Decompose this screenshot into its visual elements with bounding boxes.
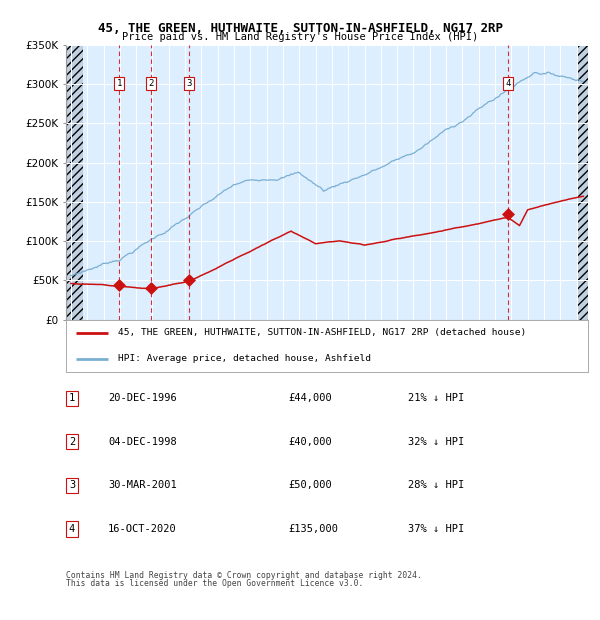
Text: £50,000: £50,000 <box>288 480 332 490</box>
Bar <box>577 45 588 320</box>
Text: 1: 1 <box>116 79 122 88</box>
Text: This data is licensed under the Open Government Licence v3.0.: This data is licensed under the Open Gov… <box>66 580 364 588</box>
Text: 3: 3 <box>69 480 75 490</box>
Text: £135,000: £135,000 <box>288 524 338 534</box>
Text: 2: 2 <box>69 437 75 447</box>
Text: 4: 4 <box>505 79 511 88</box>
Text: 30-MAR-2001: 30-MAR-2001 <box>108 480 177 490</box>
Text: 28% ↓ HPI: 28% ↓ HPI <box>408 480 464 490</box>
Text: 32% ↓ HPI: 32% ↓ HPI <box>408 437 464 447</box>
Text: 45, THE GREEN, HUTHWAITE, SUTTON-IN-ASHFIELD, NG17 2RP: 45, THE GREEN, HUTHWAITE, SUTTON-IN-ASHF… <box>97 22 503 35</box>
Text: 16-OCT-2020: 16-OCT-2020 <box>108 524 177 534</box>
Text: 4: 4 <box>69 524 75 534</box>
Text: 1: 1 <box>69 393 75 403</box>
Text: 45, THE GREEN, HUTHWAITE, SUTTON-IN-ASHFIELD, NG17 2RP (detached house): 45, THE GREEN, HUTHWAITE, SUTTON-IN-ASHF… <box>118 328 526 337</box>
Text: 3: 3 <box>187 79 191 88</box>
Text: 37% ↓ HPI: 37% ↓ HPI <box>408 524 464 534</box>
Text: Contains HM Land Registry data © Crown copyright and database right 2024.: Contains HM Land Registry data © Crown c… <box>66 572 422 580</box>
Text: 20-DEC-1996: 20-DEC-1996 <box>108 393 177 403</box>
Text: £44,000: £44,000 <box>288 393 332 403</box>
Text: £40,000: £40,000 <box>288 437 332 447</box>
Text: Price paid vs. HM Land Registry's House Price Index (HPI): Price paid vs. HM Land Registry's House … <box>122 32 478 42</box>
Bar <box>66 45 83 320</box>
Text: 04-DEC-1998: 04-DEC-1998 <box>108 437 177 447</box>
Text: 21% ↓ HPI: 21% ↓ HPI <box>408 393 464 403</box>
Text: 2: 2 <box>148 79 154 88</box>
Text: HPI: Average price, detached house, Ashfield: HPI: Average price, detached house, Ashf… <box>118 355 371 363</box>
